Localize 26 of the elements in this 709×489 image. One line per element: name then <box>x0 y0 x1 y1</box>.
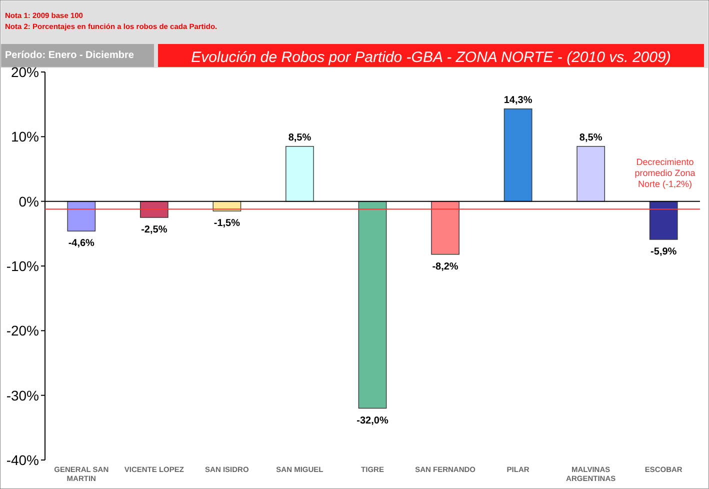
y-tick-label: -40% <box>6 452 39 468</box>
chart-title: Evolución de Robos por Partido -GBA - ZONA NORTE - (2010 vs. 2009) <box>191 49 671 66</box>
data-label: -32,0% <box>356 415 388 426</box>
data-label: -8,2% <box>432 261 458 272</box>
data-label: -1,5% <box>214 218 240 230</box>
y-tick-label: -20% <box>6 322 39 339</box>
bar <box>431 200 460 255</box>
y-tick-label: -10% <box>6 258 39 274</box>
ref-line-label: Decrecimiento promedio Zona Norte (-1,2%) <box>634 157 696 190</box>
data-label: 14,3% <box>504 94 532 106</box>
data-label: -4,6% <box>68 238 95 250</box>
bar <box>649 200 678 240</box>
y-tick-label: -30% <box>6 387 39 404</box>
chart-subtitle: Período: Enero - Diciembre <box>5 50 134 61</box>
y-tick-label: 10% <box>10 128 39 145</box>
bar <box>286 146 314 202</box>
data-label: -2,5% <box>141 224 168 236</box>
bar <box>504 108 532 202</box>
data-label: 8,5% <box>579 132 602 144</box>
data-label: 8,5% <box>288 132 312 144</box>
bar <box>358 200 387 409</box>
y-tick-label: 0% <box>18 193 39 210</box>
bar <box>67 200 96 232</box>
bar <box>576 146 606 202</box>
data-label: -5,9% <box>650 246 677 258</box>
y-tick-label: 20% <box>10 64 39 80</box>
